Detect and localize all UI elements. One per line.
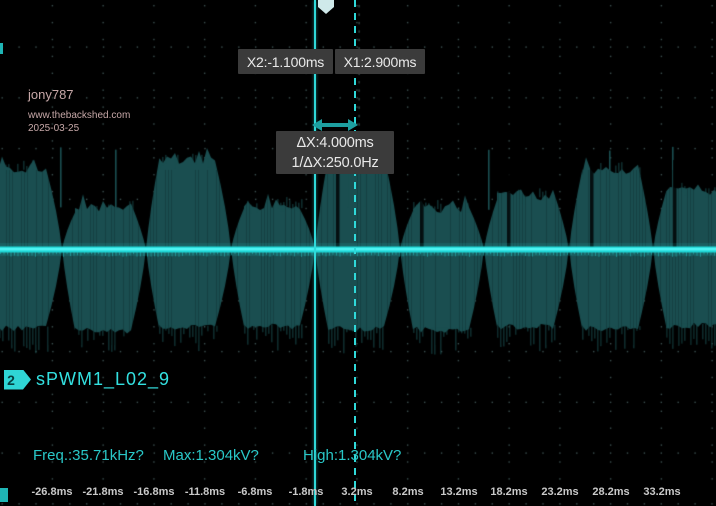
channel-label-row: 2 sPWM1_L02_9 (4, 369, 170, 390)
time-axis-label: -16.8ms (133, 486, 175, 498)
cursor-x2-value: X2:-1.100ms (246, 53, 325, 70)
cursor-x1-value: X1:2.900ms (343, 53, 417, 70)
delta-x-readout: ΔX:4.000ms 1/ΔX:250.0Hz (276, 131, 394, 174)
time-axis-label: 13.2ms (440, 486, 478, 498)
channel-name-label[interactable]: sPWM1_L02_9 (36, 369, 171, 389)
time-axis-label: 23.2ms (541, 486, 579, 498)
cursor-x1-readout: X1:2.900ms (335, 49, 425, 74)
trigger-level-marker[interactable] (0, 43, 3, 54)
trigger-position-icon[interactable] (316, 0, 336, 15)
time-axis-label: -11.8ms (184, 486, 226, 498)
time-axis-label: 8.2ms (392, 486, 424, 498)
time-axis-label: -26.8ms (31, 486, 73, 498)
delta-x-value: ΔX:4.000ms (296, 134, 374, 151)
cursor-x1-line[interactable] (354, 0, 356, 506)
cursor-x2-line[interactable] (314, 0, 316, 506)
measurement-high: High:1.304kV? (303, 447, 402, 464)
watermark-date: 2025-03-25 (28, 123, 80, 134)
delta-x-span-arrow-icon (312, 119, 358, 131)
time-axis-label: -6.8ms (237, 486, 273, 498)
time-axis-label: 18.2ms (490, 486, 528, 498)
channel-tag-icon (4, 369, 31, 390)
watermark-website: www.thebackshed.com (28, 110, 131, 121)
channel-edge-marker (0, 488, 8, 502)
time-axis-label: 33.2ms (643, 486, 681, 498)
channel-2-badge[interactable]: 2 (4, 369, 31, 390)
time-axis-label: 28.2ms (592, 486, 630, 498)
time-axis: -26.8ms -21.8ms -16.8ms -11.8ms -6.8ms -1.8ms… (0, 486, 716, 506)
channel-number: 2 (7, 371, 15, 388)
inverse-delta-x-value: 1/ΔX:250.0Hz (291, 154, 379, 171)
watermark-username: jony787 (28, 87, 74, 102)
time-axis-label: 3.2ms (341, 486, 373, 498)
time-axis-label: -1.8ms (288, 486, 324, 498)
measurement-frequency: Freq.:35.71kHz? (33, 447, 144, 464)
cursor-x2-readout: X2:-1.100ms (238, 49, 333, 74)
measurement-max: Max:1.304kV? (163, 447, 259, 464)
time-axis-label: -21.8ms (82, 486, 124, 498)
